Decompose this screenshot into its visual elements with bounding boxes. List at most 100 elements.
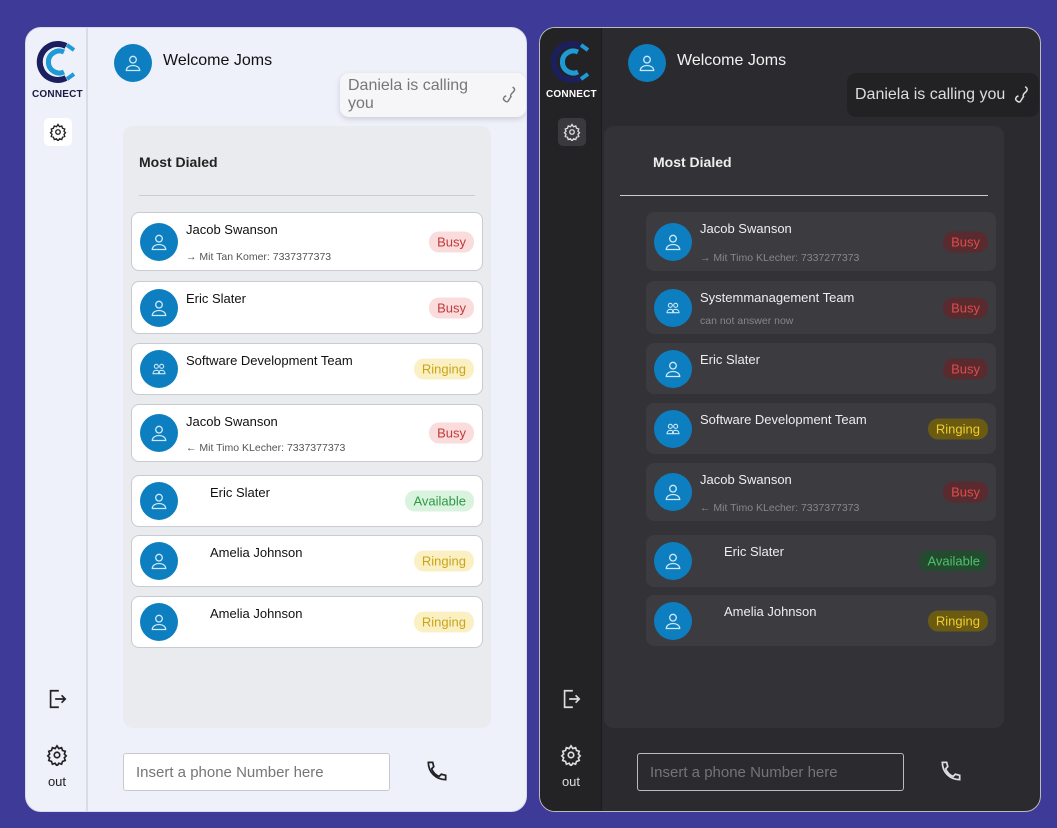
- contact-row[interactable]: Software Development Team Ringing: [131, 343, 483, 395]
- contact-row[interactable]: Systemmanagement Team can not answer now…: [646, 281, 996, 334]
- contact-name: Eric Slater: [186, 291, 246, 306]
- contact-avatar: [654, 288, 692, 327]
- settings-button[interactable]: [44, 118, 72, 146]
- contact-avatar: [654, 222, 692, 261]
- out-label: out: [47, 774, 67, 789]
- phone-icon: [427, 761, 447, 781]
- out-settings-button[interactable]: [560, 744, 582, 771]
- contact-detail-text: Mit Timo KLecher: 7337377373: [713, 502, 860, 514]
- contact-row[interactable]: Amelia Johnson Ringing: [131, 596, 483, 648]
- light-theme-panel: CONNECT out Welcome Joms Daniela is call…: [25, 27, 527, 812]
- contact-name: Software Development Team: [186, 353, 353, 368]
- contact-row[interactable]: Eric Slater Busy: [646, 343, 996, 394]
- contact-row[interactable]: Jacob Swanson → Mit Timo KLecher: 733727…: [646, 212, 996, 271]
- status-badge: Ringing: [413, 358, 474, 380]
- divider: [139, 195, 475, 196]
- status-badge: Busy: [429, 231, 474, 252]
- contact-name: Amelia Johnson: [210, 545, 303, 560]
- welcome-text: Welcome Joms: [163, 52, 273, 69]
- most-dialed-card: Most Dialed Jacob Swanson → Mit Tan Kome…: [123, 126, 491, 728]
- group-icon: [666, 302, 680, 313]
- contact-row[interactable]: Eric Slater Available: [646, 535, 996, 587]
- gear-icon: [560, 744, 582, 768]
- contact-row[interactable]: Jacob Swanson ← Mit Timo KLecher: 733737…: [646, 463, 996, 521]
- divider: [620, 195, 988, 196]
- call-button[interactable]: [938, 758, 964, 789]
- dark-theme-panel: CONNECT out Welcome Joms Daniela is call…: [539, 27, 1041, 812]
- contact-detail-text: Mit Timo KLecher: 7337277373: [713, 252, 860, 264]
- out-label: out: [561, 774, 581, 789]
- status-badge: Busy: [429, 422, 474, 444]
- connect-logo: CONNECT: [546, 40, 597, 102]
- incoming-call-toast[interactable]: Daniela is calling you: [340, 73, 526, 117]
- status-badge: Available: [919, 550, 988, 572]
- contact-avatar: [140, 603, 178, 641]
- contact-name: Eric Slater: [700, 352, 760, 367]
- brand-label: CONNECT: [32, 89, 83, 100]
- logout-button[interactable]: [46, 688, 68, 715]
- out-settings-button[interactable]: [46, 744, 68, 771]
- contact-row[interactable]: Amelia Johnson Ringing: [131, 535, 483, 587]
- settings-button[interactable]: [558, 118, 586, 146]
- person-icon: [639, 55, 655, 72]
- contact-row[interactable]: Eric Slater Busy: [131, 281, 483, 334]
- person-icon: [665, 553, 681, 570]
- contact-avatar: [140, 542, 178, 580]
- brand-label: CONNECT: [546, 89, 597, 100]
- call-button[interactable]: [424, 758, 450, 789]
- contact-detail: can not answer now: [700, 315, 793, 327]
- contact-row[interactable]: Amelia Johnson Ringing: [646, 595, 996, 646]
- status-badge: Busy: [943, 297, 988, 318]
- toast-text: Daniela is calling you: [348, 77, 469, 112]
- phone-icon: [502, 86, 516, 103]
- contact-name: Jacob Swanson: [700, 221, 792, 236]
- person-icon: [125, 55, 141, 72]
- status-badge: Ringing: [413, 550, 474, 572]
- status-badge: Ringing: [413, 611, 474, 633]
- person-icon: [665, 361, 681, 377]
- status-badge: Ringing: [927, 418, 988, 439]
- sidebar: CONNECT out: [540, 28, 602, 811]
- contact-detail: → Mit Timo KLecher: 7337277373: [700, 252, 859, 264]
- gear-icon: [46, 744, 68, 768]
- person-icon: [151, 614, 167, 631]
- contact-avatar: [654, 601, 692, 640]
- status-badge: Busy: [943, 231, 988, 252]
- contact-row[interactable]: Jacob Swanson → Mit Tan Komer: 733737737…: [131, 212, 483, 271]
- contact-row[interactable]: Eric Slater Available: [131, 475, 483, 527]
- welcome-text: Welcome Joms: [677, 52, 787, 69]
- contact-avatar: [654, 542, 692, 580]
- connect-logo: CONNECT: [32, 40, 83, 102]
- logout-button[interactable]: [560, 688, 582, 715]
- contact-name: Jacob Swanson: [700, 472, 792, 487]
- contact-detail-text: Mit Timo KLecher: 7337377373: [199, 442, 346, 454]
- toast-text: Daniela is calling you: [855, 86, 1006, 103]
- incoming-call-toast[interactable]: Daniela is calling you: [847, 73, 1040, 117]
- contact-row[interactable]: Software Development Team Ringing: [646, 403, 996, 454]
- logout-icon: [49, 689, 67, 709]
- contact-detail: ← Mit Timo KLecher: 7337377373: [700, 502, 859, 514]
- status-badge: Ringing: [927, 610, 988, 631]
- contact-detail: → Mit Tan Komer: 7337377373: [186, 251, 331, 263]
- arrow-right-icon: →: [700, 252, 714, 264]
- phone-number-input[interactable]: [123, 753, 390, 791]
- contact-name: Jacob Swanson: [186, 414, 278, 429]
- status-badge: Busy: [429, 297, 474, 318]
- user-avatar[interactable]: [114, 44, 152, 82]
- user-avatar[interactable]: [628, 44, 666, 82]
- gear-icon: [49, 123, 67, 141]
- contact-row[interactable]: Jacob Swanson ← Mit Timo KLecher: 733737…: [131, 404, 483, 462]
- contact-avatar: [140, 350, 178, 388]
- person-icon: [151, 493, 167, 510]
- contact-avatar: [140, 222, 178, 261]
- person-icon: [151, 553, 167, 570]
- arrow-right-icon: →: [186, 251, 200, 263]
- status-badge: Busy: [943, 481, 988, 503]
- contact-avatar: [140, 414, 178, 452]
- phone-number-input[interactable]: [637, 753, 904, 791]
- status-badge: Available: [405, 490, 474, 512]
- contact-avatar: [654, 473, 692, 511]
- person-icon: [665, 613, 681, 629]
- contact-detail: ← Mit Timo KLecher: 7337377373: [186, 442, 345, 454]
- contact-detail-text: can not answer now: [700, 315, 794, 327]
